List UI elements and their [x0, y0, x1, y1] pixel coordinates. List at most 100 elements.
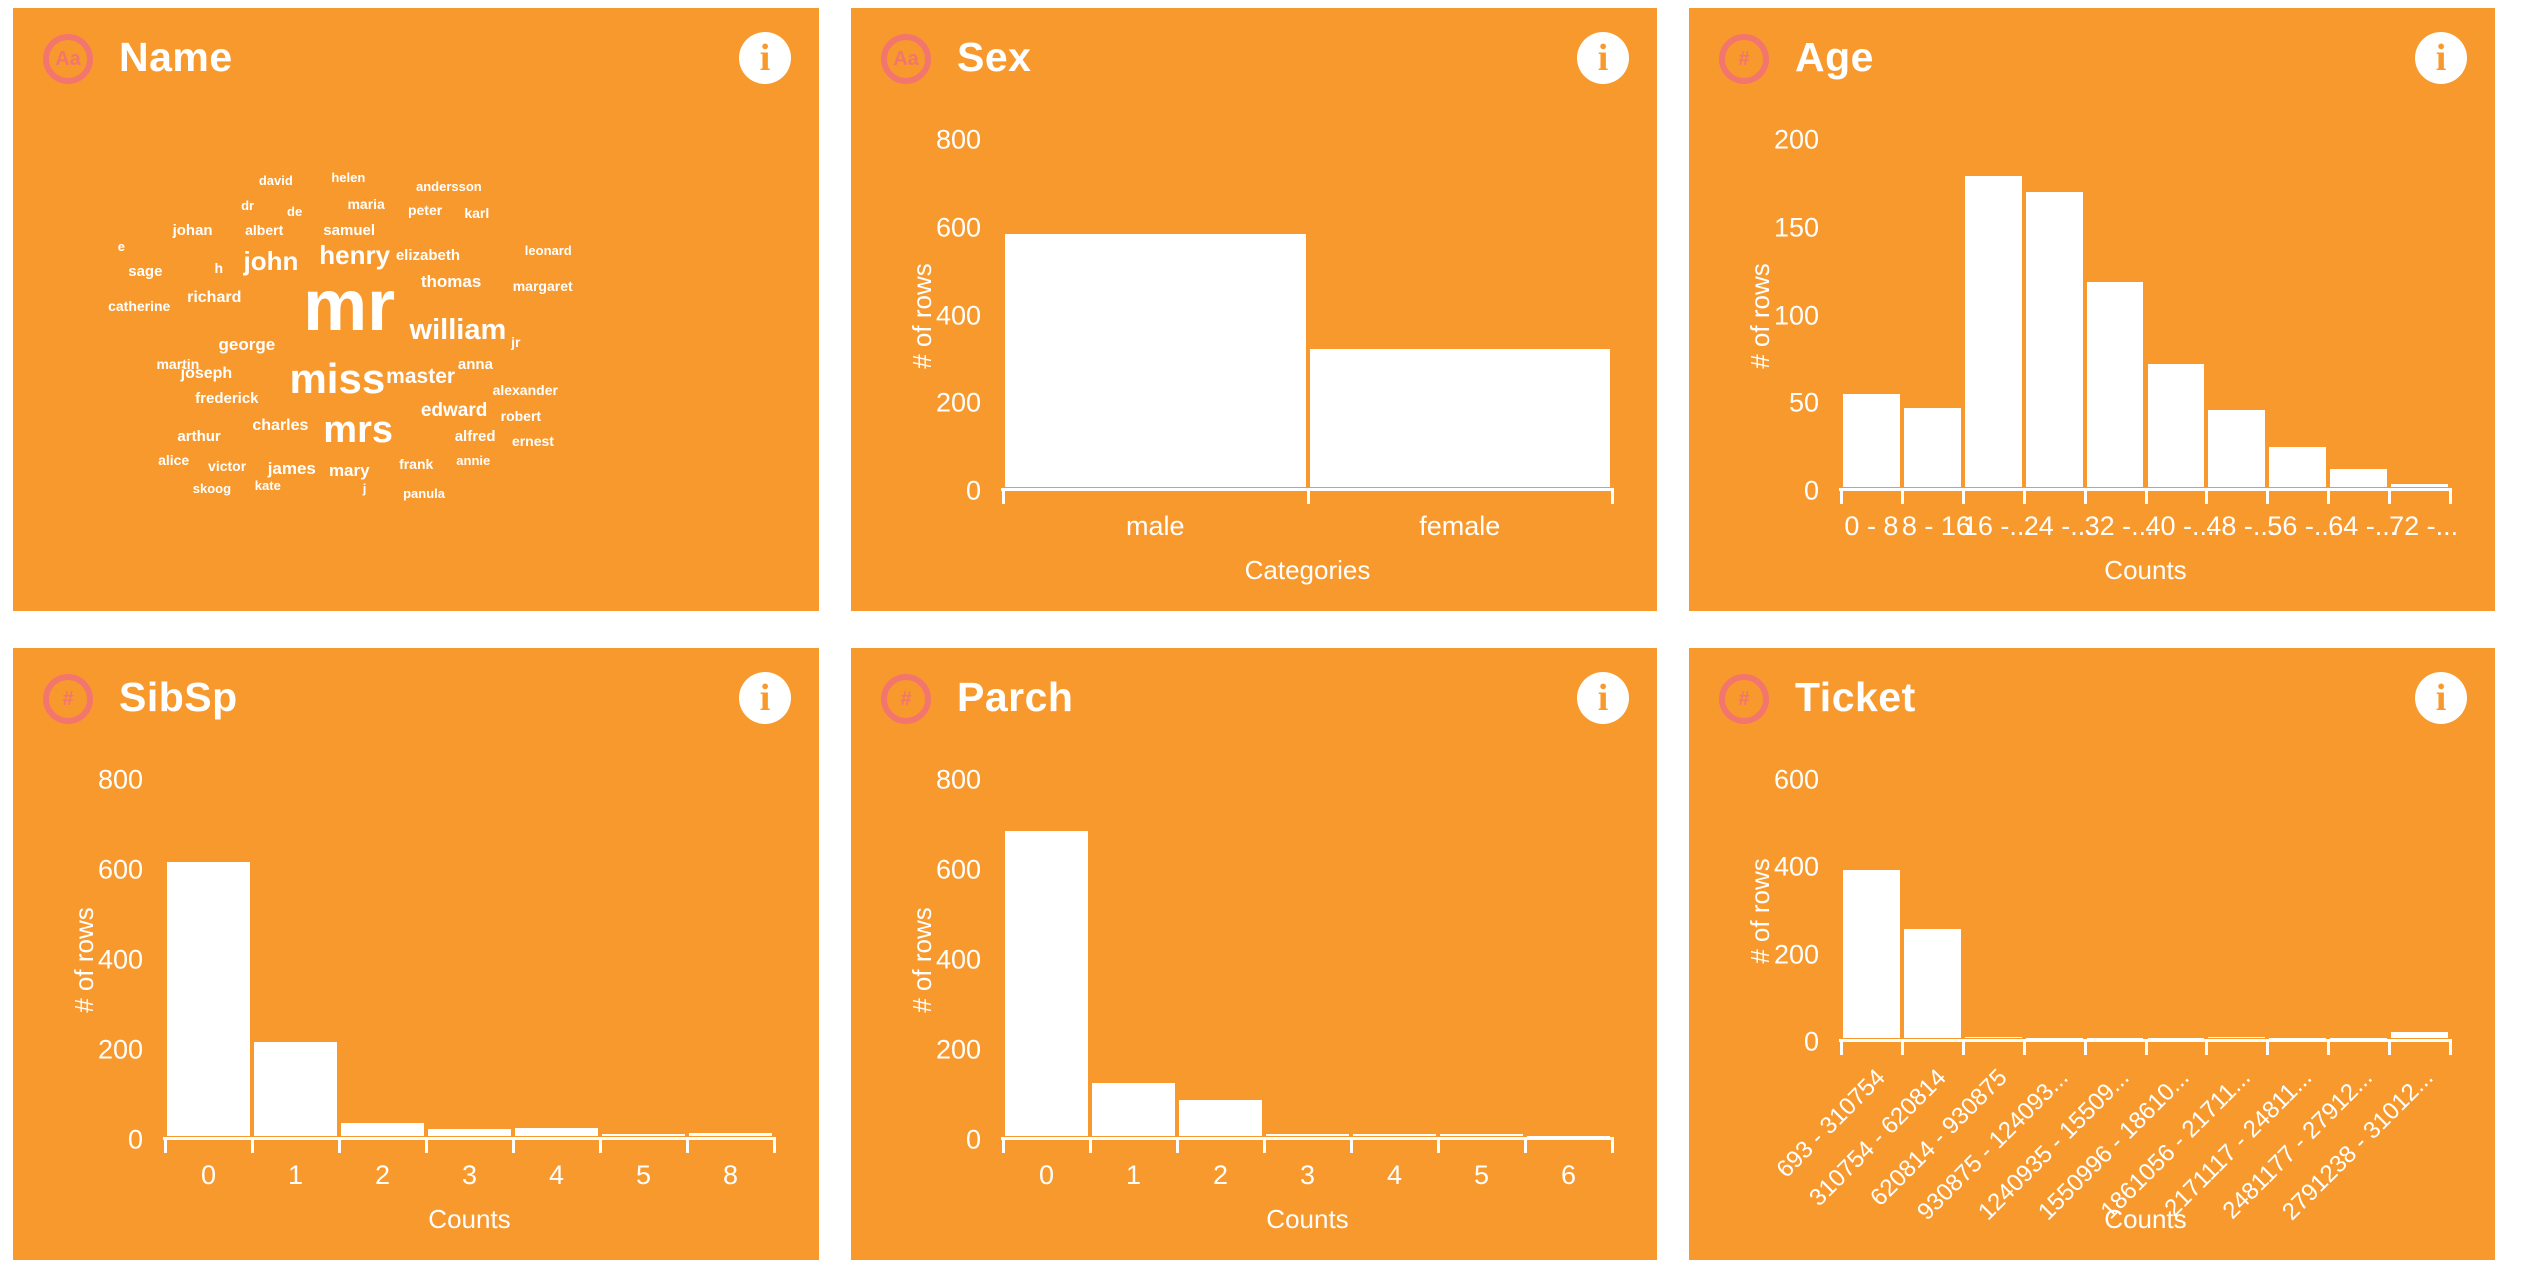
x-tick-label: 0 - 8: [1844, 511, 1899, 541]
y-tick-label: 150: [1773, 212, 1819, 243]
info-icon[interactable]: i: [1577, 672, 1629, 724]
cloud-word-elizabeth: elizabeth: [395, 246, 461, 264]
cloud-word-ernest: ernest: [511, 433, 554, 450]
bar-4: [1352, 1134, 1436, 1136]
number-type-icon: #: [1719, 674, 1769, 724]
x-tick-label: 72 -...: [2389, 511, 2459, 541]
info-icon[interactable]: i: [739, 672, 791, 724]
y-tick-label: 400: [935, 300, 981, 330]
x-tick-label: 0: [1038, 1160, 1055, 1190]
cloud-word-peter: peter: [407, 202, 443, 219]
y-tick-label: 400: [97, 944, 143, 975]
bar-female: [1309, 349, 1610, 487]
y-tick-label: 600: [1773, 764, 1819, 795]
bar-1: [1091, 1082, 1175, 1136]
bar-0: [167, 862, 250, 1136]
cloud-word-edward: edward: [420, 400, 488, 422]
x-axis-baseline: [1839, 1039, 2452, 1042]
y-tick-label: 0: [127, 1124, 143, 1155]
x-axis-tick: [1306, 491, 1310, 504]
x-axis-tick: [2327, 1042, 2331, 1055]
card-name: Aa Name i david helen andersson dr de maria pe…: [13, 8, 819, 611]
x-tick-label: female: [1419, 511, 1501, 541]
info-icon[interactable]: i: [739, 32, 791, 84]
x-axis-tick: [2144, 491, 2148, 504]
x-axis-tick: [2083, 1042, 2087, 1055]
cloud-word-martin: martin: [156, 356, 200, 373]
x-axis-tick: [1524, 1140, 1527, 1153]
y-tick-label: 200: [935, 387, 981, 418]
cloud-word-richard: richard: [187, 288, 242, 306]
cloud-word-william: william: [409, 313, 507, 346]
bar-48 -...: [2208, 409, 2266, 487]
x-tick-label: 4: [548, 1160, 565, 1190]
cloud-word-anna: anna: [457, 355, 493, 373]
x-axis-baseline: [163, 1137, 776, 1140]
cloud-word-de: de: [287, 203, 303, 219]
cloud-word-alice: alice: [158, 452, 190, 468]
y-tick-label: 0: [965, 475, 981, 506]
card-title-sex: Sex: [957, 34, 1032, 80]
x-axis-tick: [2449, 491, 2452, 504]
y-tick-label: 50: [1788, 387, 1819, 418]
cloud-word-frederick: frederick: [195, 389, 259, 407]
sibsp-histogram: 800 600 400 200 0 # of rows 0 1 2 3 4 5 8 Counts: [69, 765, 776, 1234]
bar-2: [1178, 1100, 1262, 1136]
cloud-word-alfred: alfred: [454, 428, 496, 446]
x-axis-tick: [686, 1140, 689, 1153]
x-axis-tick: [1961, 1042, 1965, 1055]
info-icon[interactable]: i: [1577, 32, 1629, 84]
number-type-icon: #: [43, 674, 93, 724]
number-type-icon: #: [1719, 34, 1769, 84]
sex-bar-chart: 800 600 400 200 0 # of rows male female Categori…: [907, 125, 1614, 585]
y-axis-label: # of rows: [907, 907, 937, 1013]
cloud-word-david: david: [258, 172, 293, 188]
x-axis-tick: [1900, 1042, 1904, 1055]
y-tick-label: 600: [935, 854, 981, 885]
x-axis-tick: [773, 1140, 776, 1153]
cloud-word-charles: charles: [252, 417, 309, 435]
bar-5: [1440, 1133, 1523, 1136]
x-axis-tick: [250, 1140, 254, 1153]
cloud-word-andersson: andersson: [416, 179, 482, 195]
y-tick-label: 800: [935, 764, 981, 795]
x-tick-label: 32 -...: [2084, 511, 2154, 541]
y-tick-label: 800: [935, 124, 981, 155]
text-type-icon: Aa: [881, 34, 931, 84]
cloud-word-thomas: thomas: [420, 272, 482, 292]
y-tick-label: 200: [935, 1034, 981, 1065]
x-axis-baseline: [1839, 488, 2452, 491]
cloud-word-joseph: joseph: [180, 364, 233, 382]
x-axis-tick: [2327, 491, 2331, 504]
x-axis-tick: [511, 1140, 515, 1153]
cloud-word-samuel: samuel: [323, 221, 375, 239]
y-tick-label: 600: [935, 212, 981, 243]
x-axis-tick: [1611, 491, 1614, 504]
y-tick-label: 200: [97, 1034, 143, 1065]
cloud-word-catherine: catherine: [108, 298, 171, 315]
name-wordcloud: david helen andersson dr de maria peter karl joh…: [13, 8, 819, 611]
x-axis-tick: [2388, 1042, 2392, 1055]
info-icon[interactable]: i: [2415, 32, 2467, 84]
cloud-word-e: e: [117, 239, 125, 255]
bar-32 -...: [2086, 281, 2144, 487]
y-axis-label: # of rows: [1745, 262, 1775, 369]
x-tick-label: 16 -...: [1962, 511, 2032, 541]
x-axis-caption: Counts: [1266, 1204, 1349, 1234]
cloud-word-annie: annie: [456, 452, 491, 468]
cloud-word-victor: victor: [208, 458, 247, 475]
x-tick-label: 6: [1560, 1160, 1577, 1190]
cloud-word-james: james: [267, 459, 316, 479]
bar-72 -...: [2391, 483, 2448, 487]
cloud-word-alexander: alexander: [492, 382, 558, 399]
cloud-word-jr: jr: [511, 333, 521, 350]
bar-64 -...: [2330, 469, 2388, 487]
bar-8 - 16: [1903, 408, 1961, 487]
bar-3: [428, 1128, 511, 1136]
info-icon[interactable]: i: [2415, 672, 2467, 724]
x-axis-tick: [1349, 1140, 1353, 1153]
bar-40 -...: [2147, 364, 2205, 487]
y-tick-label: 0: [965, 1124, 981, 1155]
